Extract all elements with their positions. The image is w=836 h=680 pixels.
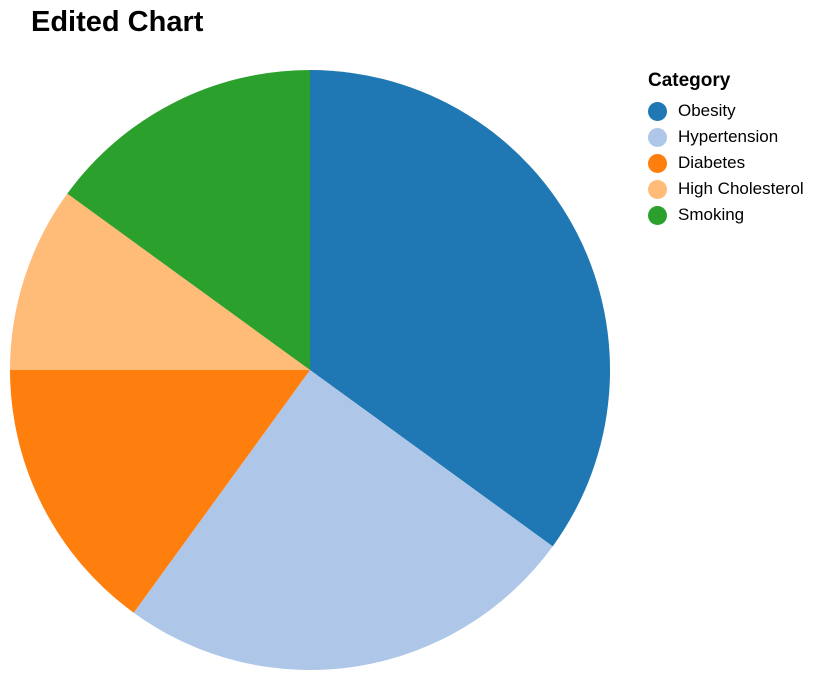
- legend-label: Obesity: [678, 101, 736, 120]
- legend-label: Hypertension: [678, 127, 779, 146]
- legend: Category Obesity Hypertension Diabetes H…: [648, 70, 804, 228]
- legend-label: Smoking: [678, 205, 745, 224]
- legend-swatch-diabetes: [648, 153, 667, 173]
- legend-swatch-hypertension: [648, 127, 667, 147]
- legend-items: Obesity Hypertension Diabetes High Chole…: [648, 98, 804, 228]
- pie-chart: [10, 70, 611, 671]
- pie-slice-diabetes: [10, 370, 310, 613]
- legend-label: Diabetes: [678, 153, 746, 172]
- legend-item: Smoking: [648, 202, 804, 228]
- legend-label: High Cholesterol: [678, 179, 804, 198]
- chart-title: Edited Chart: [31, 6, 204, 38]
- pie-slice-obesity: [310, 70, 611, 547]
- legend-item: High Cholesterol: [648, 176, 804, 202]
- pie-slice-hypertension: [133, 370, 553, 671]
- legend-item: Diabetes: [648, 150, 804, 176]
- legend-item: Obesity: [648, 98, 804, 124]
- pie-slice-high-cholesterol: [10, 193, 310, 370]
- legend-title: Category: [648, 70, 731, 91]
- pie-slice-smoking: [67, 70, 310, 370]
- legend-swatch-obesity: [648, 101, 667, 121]
- legend-item: Hypertension: [648, 124, 804, 150]
- legend-swatch-high-cholesterol: [648, 179, 667, 199]
- legend-swatch-smoking: [648, 205, 667, 225]
